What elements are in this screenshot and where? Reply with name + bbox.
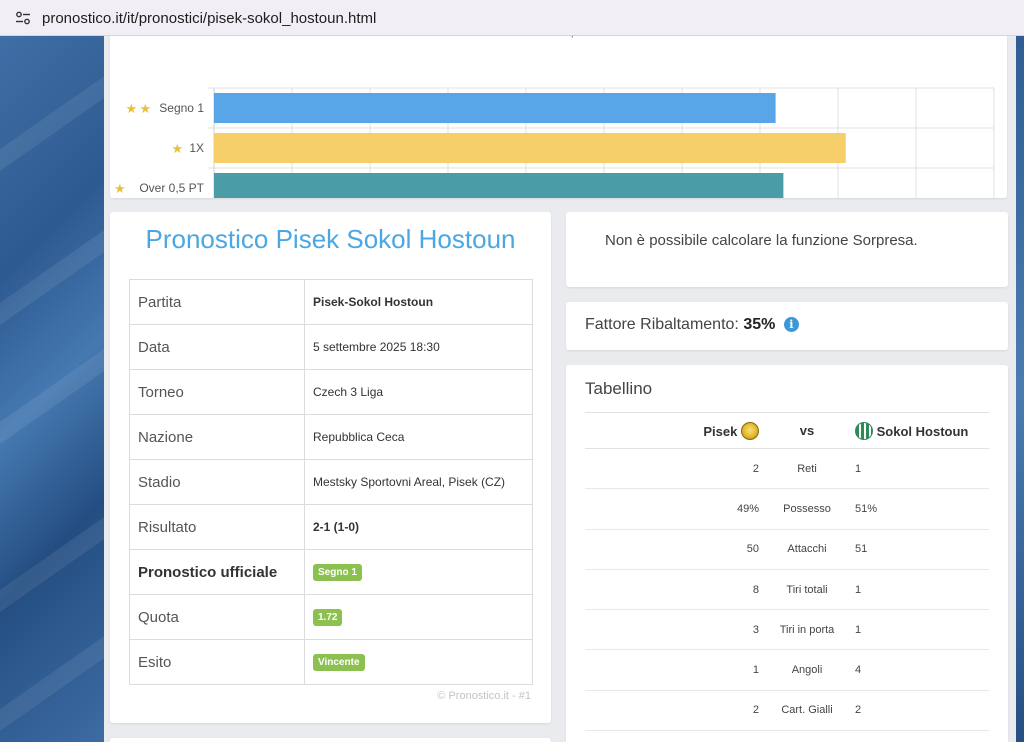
table-row: 1 Angoli 4 [585,649,989,691]
tabellino-table: Pisek vs Sokol Hostoun 2 Reti 1 [585,412,989,732]
sokol-hostoun-logo-icon [855,421,873,440]
outcome-badge: Vincente [313,653,365,671]
row-label: Esito [129,639,305,685]
away-stat: 2 [849,690,989,732]
table-row: Torneo Czech 3 Liga [129,369,533,415]
probability-chart: Probabilità pronostico%Segno 1★★1X★Over … [114,36,995,198]
away-stat: 1 [849,569,989,611]
table-row: 2 Reti 1 [585,448,989,490]
home-stat: 50 [585,529,765,570]
stat-label: Tiri totali [765,569,849,611]
table-row: 8 Tiri totali 1 [585,569,989,611]
probability-chart-card: Probabilità pronostico%Segno 1★★1X★Over … [110,36,1007,198]
away-stat: 1 [849,448,989,490]
url-text[interactable]: pronostico.it/it/pronostici/pisek-sokol_… [42,9,377,27]
vs-label: vs [765,412,849,449]
fattore-ribaltamento: Fattore Ribaltamento: 35% i [585,316,799,334]
home-stat: 8 [585,569,765,611]
table-row: Data 5 settembre 2025 18:30 [129,324,533,370]
tabellino-title: Tabellino [585,379,653,398]
page-background-left [0,36,104,742]
category-label: 1X [189,141,204,155]
sorpresa-card: Non è possibile calcolare la funzione So… [566,212,1008,287]
bar [214,133,846,163]
table-row: 50 Attacchi 51 [585,529,989,570]
away-stat: 51% [849,488,989,530]
home-stat: 3 [585,609,765,651]
row-label: Nazione [129,414,305,460]
home-team-name: Pisek [703,423,738,439]
fattore-ribaltamento-card: Fattore Ribaltamento: 35% i [566,302,1008,350]
bar [214,93,776,123]
stat-label: Angoli [765,649,849,691]
star-icon: ★ [172,142,184,157]
sorpresa-message: Non è possibile calcolare la funzione So… [605,232,918,249]
row-value: 5 settembre 2025 18:30 [304,324,533,370]
stat-label: Reti [765,448,849,490]
address-bar[interactable]: pronostico.it/it/pronostici/pisek-sokol_… [4,2,1020,34]
row-label: Torneo [129,369,305,415]
category-label: Segno 1 [159,101,204,115]
away-stat: 1 [849,609,989,651]
row-label: Partita [129,279,305,325]
stat-label: Attacchi [765,529,849,570]
row-label: Quota [129,594,305,640]
table-row: Esito Vincente [129,639,533,685]
home-stat: 2 [585,690,765,732]
table-row: 49% Possesso 51% [585,488,989,530]
table-row: Quota 1.72 [129,594,533,640]
stat-label: Cart. Gialli [765,690,849,732]
star-icon: ★ [140,102,152,117]
away-team-name: Sokol Hostoun [876,423,969,439]
row-value: 2-1 (1-0) [304,504,533,550]
page-title: Pronostico Pisek Sokol Hostoun [145,224,516,254]
pisek-logo-icon [741,421,759,440]
odds-badge: 1.72 [313,608,343,626]
row-label: Data [129,324,305,370]
fattore-value: 35% [743,316,776,333]
home-stat: 49% [585,488,765,530]
tabellino-header: Pisek vs Sokol Hostoun [585,412,989,449]
home-team-header[interactable]: Pisek [585,412,765,449]
table-row: Risultato 2-1 (1-0) [129,504,533,550]
next-card [110,738,551,742]
tabellino-card: Tabellino Pisek vs Sokol Hostoun [566,365,1008,742]
fattore-label: Fattore Ribaltamento: [585,316,739,333]
prediction-badge: Segno 1 [313,563,362,581]
home-stat: 1 [585,649,765,691]
legend-label: Probabilità pronostico% [516,36,632,38]
row-value: Mestsky Sportovni Areal, Pisek (CZ) [304,459,533,505]
star-icon: ★ [114,182,126,197]
table-row: Nazione Repubblica Ceca [129,414,533,460]
bar [214,173,784,198]
copyright-text: © Pronostico.it - #1 [437,690,531,702]
browser-toolbar: pronostico.it/it/pronostici/pisek-sokol_… [0,0,1024,36]
category-label: Over 0,5 PT [139,181,204,195]
away-team-header[interactable]: Sokol Hostoun [849,412,989,449]
table-row: 3 Tiri in porta 1 [585,609,989,651]
star-icon: ★ [126,102,138,117]
row-value: Repubblica Ceca [304,414,533,460]
home-stat: 2 [585,448,765,490]
match-info-card: Pronostico Pisek Sokol Hostoun Partita P… [110,212,551,723]
stat-label: Possesso [765,488,849,530]
info-icon[interactable]: i [783,317,799,332]
table-row: Pronostico ufficiale Segno 1 [129,549,533,595]
page-background-right [1016,36,1024,742]
row-label: Stadio [129,459,305,505]
table-row: Stadio Mestsky Sportovni Areal, Pisek (C… [129,459,533,505]
row-label: Risultato [129,504,305,550]
match-info-table: Partita Pisek-Sokol Hostoun Data 5 sette… [129,279,533,685]
row-value: Czech 3 Liga [304,369,533,415]
away-stat: 4 [849,649,989,691]
site-settings-icon[interactable] [8,3,38,33]
table-row: Partita Pisek-Sokol Hostoun [129,279,533,325]
away-stat: 51 [849,529,989,570]
row-value: Pisek-Sokol Hostoun [304,279,533,325]
table-row: 2 Cart. Gialli 2 [585,690,989,732]
row-label: Pronostico ufficiale [129,549,305,595]
main-content: Probabilità pronostico%Segno 1★★1X★Over … [104,36,1016,742]
stat-label: Tiri in porta [765,609,849,651]
